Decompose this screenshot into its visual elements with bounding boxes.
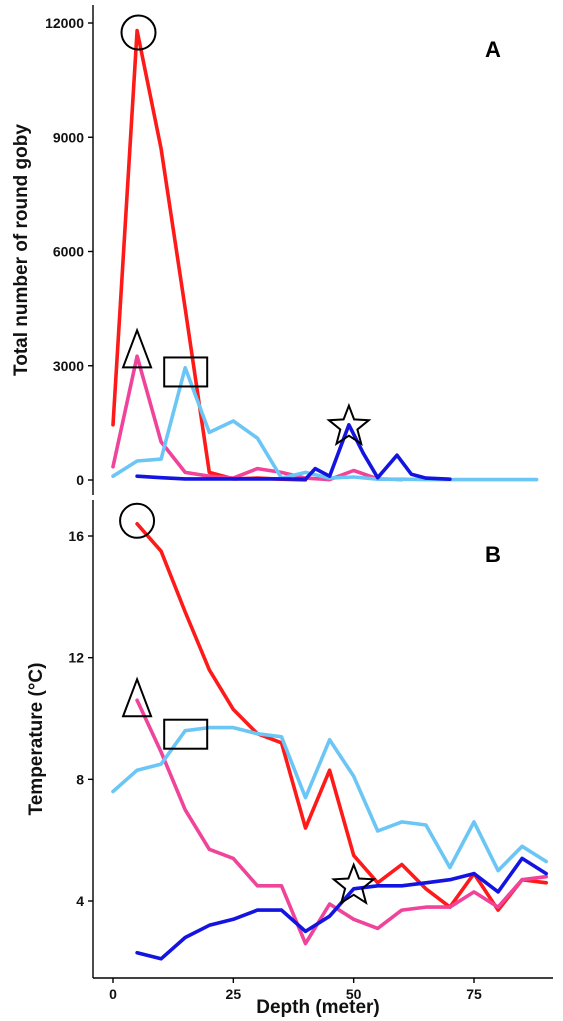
series-line-3	[135, 422, 452, 482]
series-line-0	[111, 28, 308, 482]
x-tick-label: 25	[226, 986, 242, 1002]
panel-a: 0 3000 6000 9000 12000 Total number of round …	[11, 5, 539, 495]
x-tick-label: 0	[109, 986, 117, 1002]
circle-marker	[119, 502, 156, 539]
series-line-1	[135, 698, 549, 946]
series-line-2	[111, 725, 549, 873]
square-marker	[163, 718, 209, 750]
x-tick-label: 75	[466, 986, 482, 1002]
y-tick-label: 0	[76, 472, 84, 488]
x-axis-title: Depth (meter)	[256, 997, 380, 1018]
y-tick-label: 16	[68, 528, 84, 544]
y-axis-title: Total number of round goby	[11, 124, 32, 376]
square-marker	[163, 356, 209, 388]
triangle-marker	[121, 676, 153, 718]
series-line-3	[135, 856, 549, 961]
panel-b: 4 8 12 16 0 25 50 75 Depth (meter) Temperature (°…	[26, 500, 553, 1018]
y-tick-label: 3000	[53, 358, 84, 374]
star-marker	[331, 862, 377, 906]
circle-marker	[120, 14, 157, 51]
series-line-0	[135, 521, 549, 912]
star-marker	[326, 402, 372, 446]
x-tick-label: 50	[346, 986, 362, 1002]
series-line-1	[111, 354, 404, 482]
panel-label: A	[485, 37, 501, 62]
series-line-2	[111, 365, 539, 482]
triangle-marker	[121, 327, 153, 369]
panel-label: B	[485, 542, 501, 567]
y-tick-label: 12000	[45, 15, 84, 31]
y-axis-title: Temperature (°C)	[26, 663, 47, 816]
y-tick-label: 4	[76, 893, 84, 909]
y-tick-label: 9000	[53, 129, 84, 145]
y-tick-label: 12	[68, 650, 84, 666]
y-tick-label: 6000	[53, 244, 84, 260]
y-tick-label: 8	[76, 771, 84, 787]
